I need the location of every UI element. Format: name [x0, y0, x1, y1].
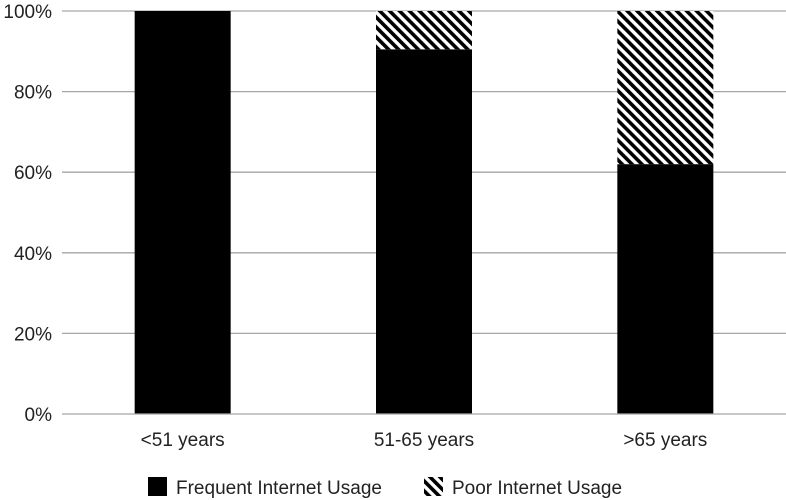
- legend-label-frequent: Frequent Internet Usage: [176, 478, 382, 499]
- bar-poor-2: [617, 11, 714, 165]
- bar-frequent-1: [376, 49, 472, 414]
- legend: Frequent Internet Usage Poor Internet Usa…: [148, 477, 622, 499]
- bar-frequent-2: [617, 164, 714, 414]
- y-tick-label: 100%: [3, 2, 52, 23]
- y-axis-tick-labels: 0% 20% 40% 60% 80% 100%: [3, 2, 52, 426]
- y-tick-label: 40%: [14, 244, 52, 265]
- x-tick-label: <51 years: [141, 430, 225, 451]
- bars: [134, 11, 714, 414]
- y-tick-label: 60%: [14, 163, 52, 184]
- x-tick-label: 51-65 years: [374, 430, 474, 451]
- y-tick-label: 0%: [25, 405, 53, 426]
- x-tick-label: >65 years: [623, 430, 707, 451]
- bar-poor-1: [376, 11, 472, 50]
- y-tick-label: 80%: [14, 83, 52, 104]
- x-axis-tick-labels: <51 years 51-65 years >65 years: [141, 430, 708, 451]
- legend-label-poor: Poor Internet Usage: [452, 478, 622, 499]
- bar-frequent-0: [134, 11, 231, 414]
- legend-swatch-poor: [424, 477, 443, 496]
- y-tick-label: 20%: [14, 324, 52, 345]
- legend-swatch-frequent: [148, 477, 167, 496]
